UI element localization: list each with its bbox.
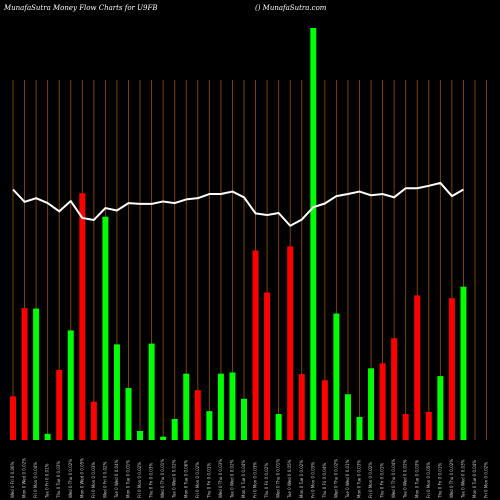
- bar: [102, 216, 109, 440]
- bar: [414, 295, 421, 440]
- bar: [183, 373, 190, 440]
- x-tick-label: Wed 0 Thu 0 0.02%: [449, 459, 454, 498]
- x-tick-label: Fri 0 Mon 0 0.02%: [484, 462, 489, 498]
- x-tick-label: Fri 0 Mon 0 0.02%: [137, 462, 142, 498]
- bar: [402, 414, 409, 440]
- x-tick-label: Tue 0 Wed 0 0.01%: [345, 459, 350, 499]
- bar: [137, 430, 144, 440]
- bar: [148, 343, 155, 440]
- x-tick-label: Fri 0 Mon 0 0.02%: [195, 462, 200, 498]
- chart-title: MunafaSutra Money Flow Charts for U9FB: [3, 4, 157, 12]
- x-tick-label: Mon 0 Tue 0 0.03%: [414, 460, 419, 498]
- bar: [252, 250, 259, 440]
- bar: [229, 372, 236, 440]
- bar: [310, 28, 317, 440]
- x-tick-label: Mon 0 Tue 0 0.04%: [472, 460, 477, 498]
- x-tick-label: Tue 0 Fri 0 0.01%: [45, 463, 50, 499]
- bar: [275, 414, 282, 440]
- x-tick-label: Mon 0 Tue 0 0.01%: [126, 460, 131, 498]
- bar: [125, 388, 132, 440]
- bar: [287, 246, 294, 440]
- bar: [217, 373, 224, 440]
- x-tick-label: Tue 0 Wed 0 0.02%: [229, 459, 234, 499]
- bar: [206, 411, 213, 440]
- bar: [368, 368, 375, 440]
- bar: [171, 418, 178, 440]
- bar: [425, 411, 432, 440]
- bar: [321, 380, 328, 440]
- x-tick-label: Tue 0 Wed 0 0.03%: [460, 459, 465, 499]
- bar: [460, 286, 467, 440]
- bar: [67, 330, 74, 440]
- bar: [344, 394, 351, 440]
- bar: [10, 396, 16, 440]
- bar: [56, 369, 63, 440]
- bar: [44, 433, 51, 440]
- x-tick-label: Thu 0 Fri 0 0.04%: [322, 463, 327, 499]
- x-tick-label: Tue 0 Wed 0 0.05%: [287, 459, 292, 499]
- x-tick-label: Fri 0 Mon 0 0.02%: [368, 462, 373, 498]
- x-tick-label: Thu 0 Tue 0 0.03%: [56, 461, 61, 499]
- x-tick-label: Thu 0 Fri 0 0.02%: [264, 463, 269, 499]
- x-tick-label: Fri 0 Mon 0 0.03%: [310, 462, 315, 498]
- line-series: [12, 181, 464, 227]
- x-tick-label: Mon 0 Tue 0 0.06%: [183, 460, 188, 498]
- x-tick-label: Wed 0 Thu 0 0.01%: [160, 459, 165, 498]
- bar: [90, 401, 97, 440]
- x-tick-label: Mon 0 Tue 0 0.03%: [357, 460, 362, 498]
- x-tick-label: Wed 0 Thu 0 0.02%: [333, 459, 338, 498]
- x-tick-label: Tue 0 Wed 0 0.02%: [403, 459, 408, 499]
- x-tick-label: Wed 0 Thu 0 0.03%: [218, 459, 223, 498]
- bar: [437, 376, 444, 440]
- bar: [391, 338, 398, 440]
- x-tick-label: Wed 0 Fri 0 0.02%: [102, 461, 107, 498]
- x-tick-label: Thu 0 Fri 0 0.01%: [206, 463, 211, 499]
- x-tick-label: Mon 0 Tue 0 0.04%: [241, 460, 246, 498]
- money-flow-line: [12, 181, 464, 227]
- x-tick-label: Wed 0 Thu 0 0.02%: [68, 459, 73, 498]
- chart-source: () MunafaSutra.com: [255, 4, 327, 12]
- x-tick-labels: Wed 0 Fri 0 0.06% Mon 0 Wed 0 0.02% Fri 0 …: [10, 458, 489, 499]
- bar: [264, 292, 271, 440]
- x-tick-label: Fri 0 Mon 0 0.03%: [253, 462, 258, 498]
- x-tick-label: Mon 0 Wed 0 0.02%: [22, 458, 27, 498]
- x-tick-label: Fri 0 Mon 0 0.04%: [33, 462, 38, 498]
- bar-series: [10, 28, 467, 440]
- bar: [113, 344, 120, 440]
- x-tick-label: Mon 0 Tue 0 0.02%: [299, 460, 304, 498]
- x-tick-label: Thu 0 Fri 0 0.01%: [437, 463, 442, 499]
- bar: [33, 308, 40, 440]
- x-tick-label: Tue 0 Wed 0 0.02%: [172, 459, 177, 499]
- bar: [160, 436, 167, 440]
- x-tick-label: Thu 0 Fri 0 0.01%: [380, 463, 385, 499]
- bar: [79, 193, 86, 440]
- bar: [194, 390, 201, 440]
- x-tick-label: Fri 0 Mon 0 0.03%: [91, 462, 96, 498]
- x-tick-label: Fri 0 Mon 0 0.05%: [426, 462, 431, 498]
- bar: [298, 374, 305, 440]
- bar: [21, 308, 28, 440]
- x-tick-label: Tue 0 Wed 0 0.04%: [114, 459, 119, 499]
- bar: [356, 416, 363, 440]
- x-tick-label: Wed 0 Fri 0 0.06%: [10, 461, 15, 498]
- bar: [241, 398, 247, 440]
- bar: [448, 298, 455, 440]
- bar: [333, 313, 340, 440]
- x-tick-label: Mon 0 Wed 0 0.05%: [79, 458, 84, 498]
- x-tick-label: Wed 0 Thu 0 0.01%: [276, 459, 281, 498]
- x-tick-label: Wed 0 Thu 0 0.04%: [391, 459, 396, 498]
- bar: [379, 363, 386, 440]
- x-tick-label: Thu 0 Fri 0 0.03%: [149, 463, 154, 499]
